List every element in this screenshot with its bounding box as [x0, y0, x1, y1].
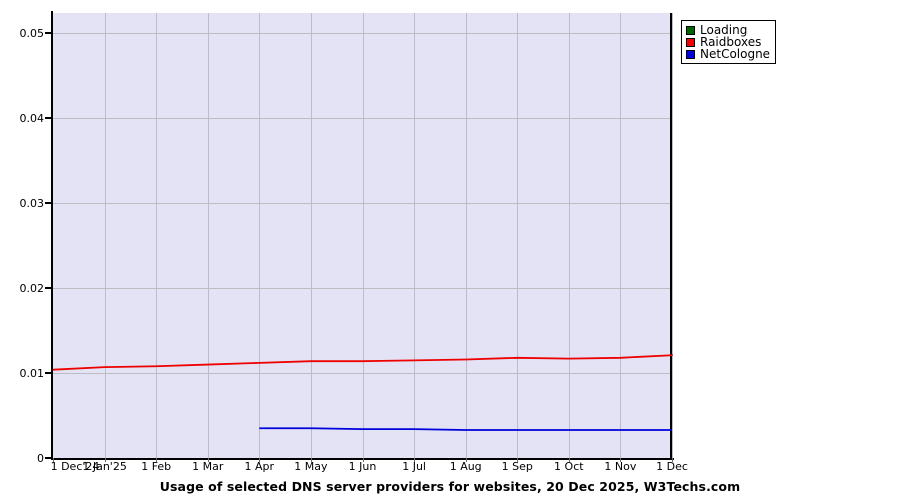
- y-tick-label: 0.02: [19, 282, 45, 296]
- y-tick-mark: [45, 202, 53, 205]
- gridline-vertical: [414, 13, 416, 458]
- legend-swatch-raidboxes: [686, 37, 695, 47]
- gridline-vertical: [310, 13, 312, 458]
- gridline-vertical: [620, 13, 622, 458]
- gridline-horizontal: [53, 33, 670, 35]
- gridline-horizontal: [53, 118, 670, 120]
- x-tick-label: 1 Dec: [656, 460, 688, 473]
- gridline-vertical: [104, 13, 106, 458]
- gridline-vertical: [568, 13, 570, 458]
- y-tick-mark: [45, 372, 53, 375]
- y-tick-label: 0.03: [19, 197, 45, 211]
- legend-swatch-netcologne: [686, 49, 695, 59]
- y-tick-mark: [45, 457, 53, 459]
- gridline-vertical: [465, 13, 467, 458]
- legend-item-netcologne: NetCologne: [686, 48, 770, 60]
- gridline-vertical: [672, 13, 673, 458]
- gridline-vertical: [259, 13, 261, 458]
- x-tick-label: 1 Nov: [604, 460, 637, 473]
- series-line-raidboxes: [53, 354, 672, 369]
- x-tick-label: 1 Oct: [554, 460, 584, 473]
- x-tick-mark: [517, 458, 519, 462]
- legend-item-raidboxes: Raidboxes: [686, 36, 770, 48]
- y-axis-line: [51, 11, 53, 460]
- gridline-horizontal: [53, 373, 670, 375]
- x-tick-label: 1 Feb: [141, 460, 172, 473]
- gridline-vertical: [156, 13, 158, 458]
- series-lines: [53, 13, 672, 458]
- y-tick-mark: [45, 287, 53, 290]
- x-tick-label: 1 Aug: [449, 460, 482, 473]
- x-tick-label: 1 Sep: [501, 460, 533, 473]
- y-tick-mark: [45, 32, 53, 35]
- legend-item-loading: Loading: [686, 24, 770, 36]
- gridline-vertical: [517, 13, 519, 458]
- y-tick-mark: [45, 117, 53, 120]
- x-tick-label: 1 May: [294, 460, 328, 473]
- y-tick-label: 0.05: [19, 27, 45, 41]
- x-tick-label: 1 Jul: [402, 460, 426, 473]
- x-tick-mark: [156, 458, 158, 462]
- x-tick-label: 1 Apr: [244, 460, 275, 473]
- x-tick-mark: [310, 458, 312, 462]
- gridline-vertical: [362, 13, 364, 458]
- legend-label-loading: Loading: [700, 23, 748, 37]
- x-tick-mark: [414, 458, 416, 462]
- x-tick-mark: [362, 458, 364, 462]
- legend-swatch-loading: [686, 25, 695, 35]
- x-tick-mark: [259, 458, 261, 462]
- gridline-horizontal: [53, 288, 670, 290]
- y-tick-label: 0: [37, 452, 44, 465]
- y-tick-label: 0.01: [19, 367, 45, 381]
- legend-label-netcologne: NetCologne: [700, 47, 771, 61]
- x-tick-mark: [620, 458, 622, 462]
- plot-area: [53, 13, 673, 458]
- x-tick-mark: [568, 458, 570, 462]
- x-tick-label: 1 Jan'25: [82, 460, 127, 473]
- x-tick-mark: [207, 458, 209, 462]
- chart-caption: Usage of selected DNS server providers f…: [159, 479, 741, 494]
- x-tick-mark: [672, 458, 673, 462]
- x-tick-label: 1 Dec'24: [50, 460, 100, 473]
- gridline-horizontal: [53, 203, 670, 205]
- series-line-netcologne: [259, 428, 672, 430]
- chart-legend: Loading Raidboxes NetCologne: [681, 20, 777, 64]
- gridline-vertical: [207, 13, 209, 458]
- legend-label-raidboxes: Raidboxes: [700, 35, 762, 49]
- y-tick-label: 0.04: [19, 112, 45, 126]
- x-tick-mark: [53, 458, 54, 462]
- x-tick-label: 1 Jun: [348, 460, 377, 473]
- x-tick-label: 1 Mar: [192, 460, 224, 473]
- x-tick-mark: [104, 458, 106, 462]
- x-tick-mark: [465, 458, 467, 462]
